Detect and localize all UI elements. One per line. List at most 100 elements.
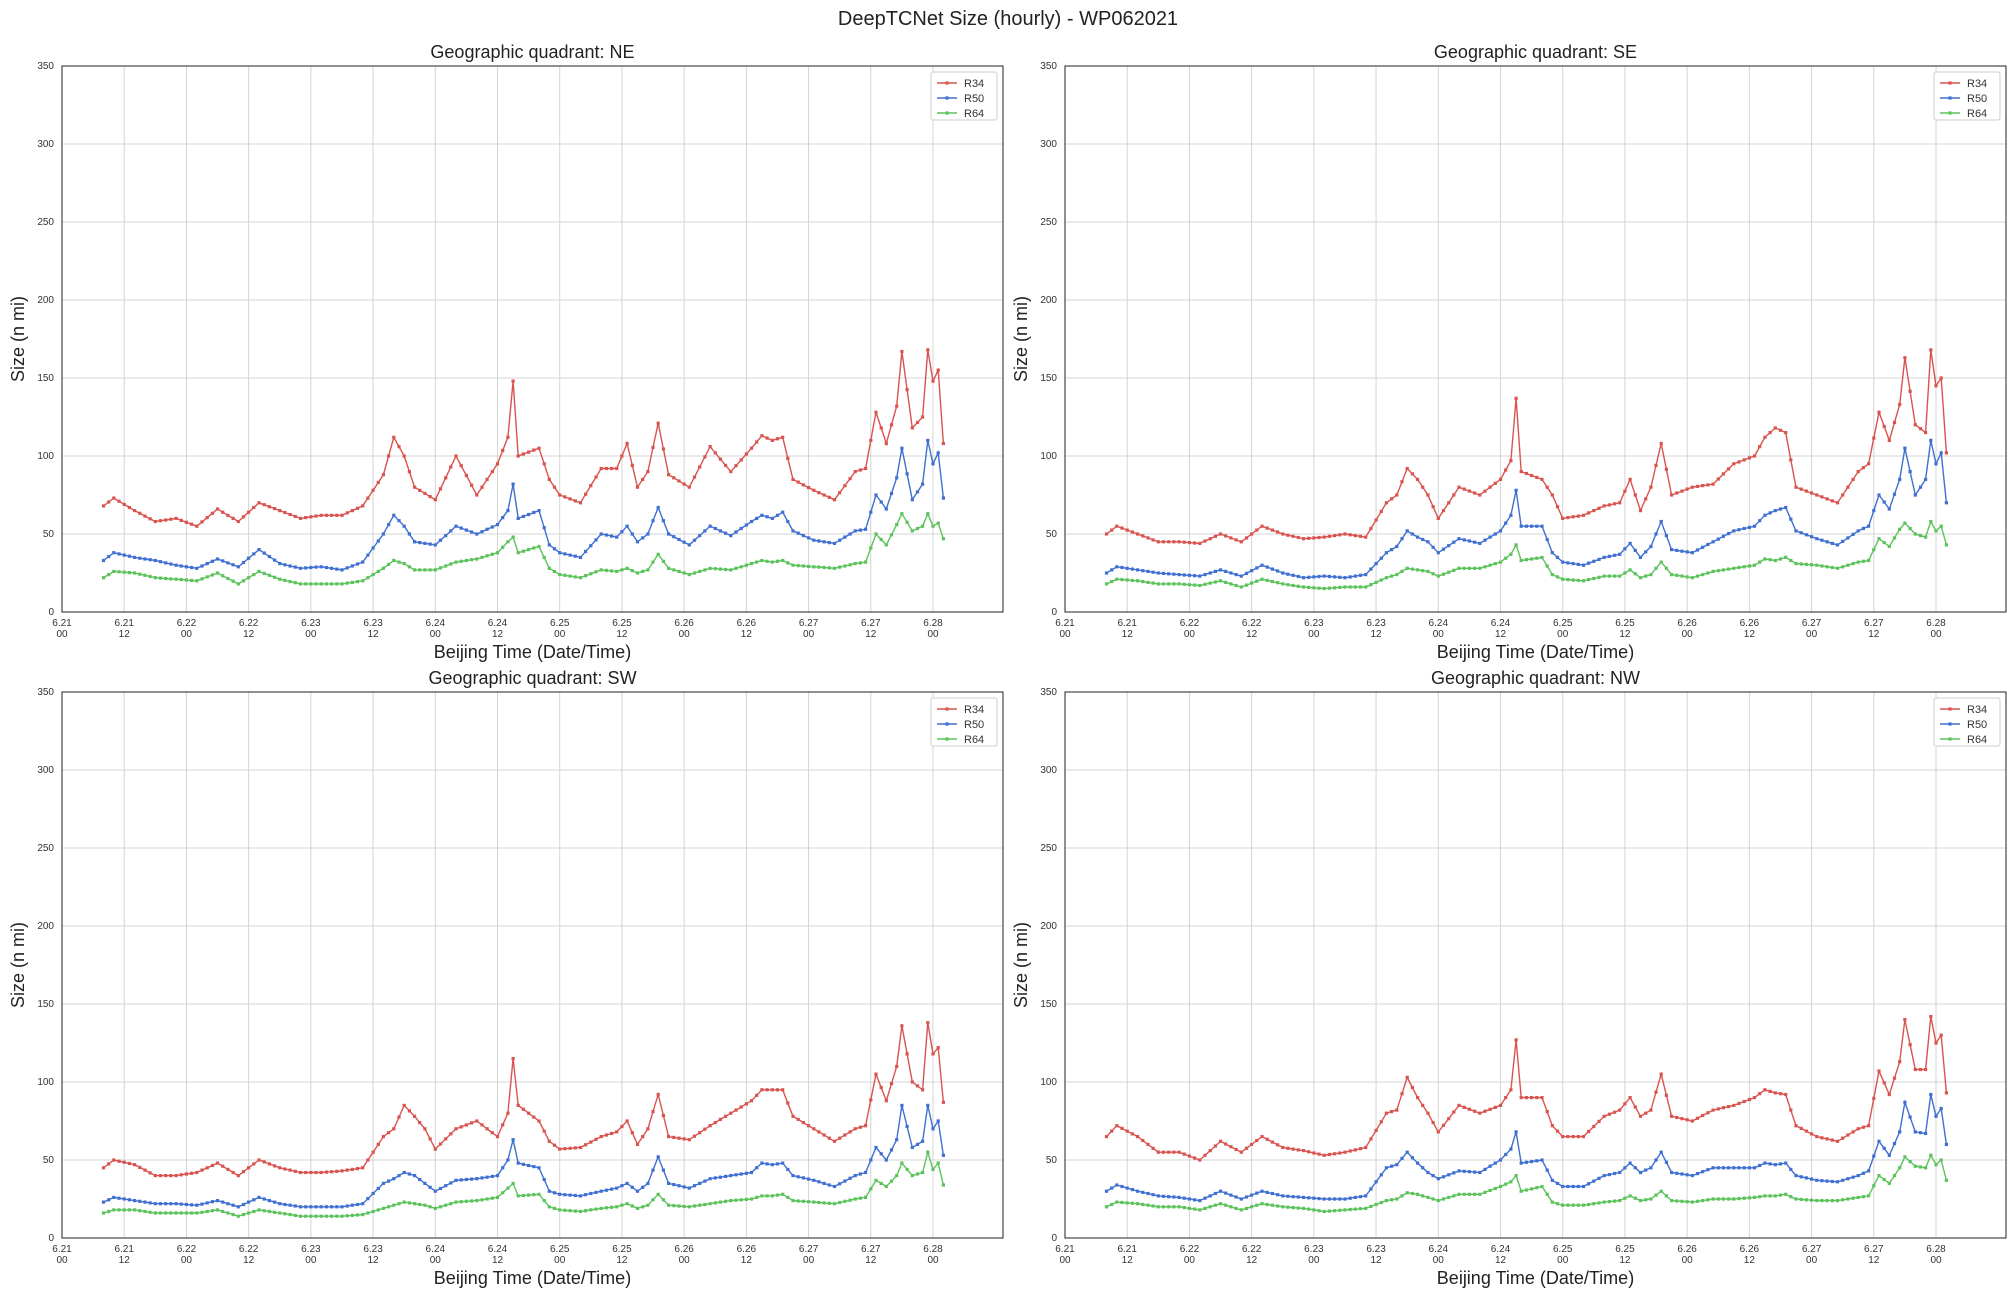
data-point — [1260, 563, 1264, 567]
data-point — [521, 549, 525, 553]
data-point — [1120, 578, 1124, 582]
data-point — [392, 435, 396, 439]
data-point — [1395, 573, 1399, 577]
data-point — [547, 477, 551, 481]
data-point — [1198, 1199, 1202, 1203]
data-point — [542, 526, 546, 530]
series-r34 — [101, 348, 945, 528]
data-point — [801, 483, 805, 487]
data-point — [122, 570, 126, 574]
data-point — [1410, 567, 1414, 571]
data-point — [1327, 1197, 1331, 1201]
panel-sw: Geographic quadrant: SW05010015020025030… — [8, 668, 1004, 1288]
data-point — [402, 1103, 406, 1107]
data-point — [143, 557, 147, 561]
data-point — [1286, 1194, 1290, 1198]
data-point — [392, 1127, 396, 1131]
data-point — [1301, 537, 1306, 541]
data-point — [127, 1208, 131, 1212]
data-point — [371, 1191, 375, 1196]
data-point — [1120, 565, 1124, 570]
data-point — [931, 379, 935, 383]
data-point — [273, 575, 277, 579]
legend-label: R64 — [964, 734, 984, 746]
data-point — [1799, 562, 1803, 566]
data-point — [936, 451, 940, 455]
data-point — [1270, 1203, 1274, 1207]
data-point — [765, 559, 769, 563]
data-point — [1747, 525, 1751, 529]
data-point — [1390, 497, 1394, 501]
data-point — [1597, 575, 1601, 579]
data-point — [1628, 1194, 1632, 1198]
data-point — [127, 1161, 131, 1166]
data-point — [1773, 1163, 1777, 1167]
legend-marker — [945, 96, 949, 100]
data-point — [1410, 532, 1414, 536]
data-point — [1462, 1105, 1466, 1109]
data-point — [1939, 1106, 1943, 1111]
data-point — [1436, 574, 1440, 578]
x-tick-label: 6.24 00 — [426, 618, 446, 640]
data-point — [1208, 581, 1212, 585]
data-point — [879, 1085, 883, 1090]
data-point — [692, 538, 697, 542]
data-point — [589, 1191, 593, 1196]
data-point — [521, 1107, 525, 1111]
data-point — [558, 1208, 562, 1212]
data-point — [858, 1125, 862, 1129]
data-point — [599, 1189, 603, 1193]
data-point — [1400, 480, 1404, 484]
data-point — [1561, 516, 1565, 520]
data-point — [926, 438, 930, 442]
data-point — [283, 1202, 287, 1207]
data-point — [1364, 535, 1368, 539]
data-point — [1711, 1108, 1715, 1112]
data-point — [1483, 1109, 1487, 1113]
data-point — [651, 1110, 655, 1114]
data-point — [692, 1204, 697, 1208]
data-point — [438, 1142, 443, 1146]
data-point — [527, 548, 531, 552]
data-point — [423, 1127, 427, 1131]
data-point — [1867, 1169, 1871, 1173]
series-r50 — [101, 438, 945, 572]
data-point — [1436, 516, 1440, 520]
data-point — [1835, 1139, 1840, 1143]
data-point — [1146, 580, 1150, 584]
data-point — [340, 1205, 344, 1209]
data-point — [1301, 1149, 1306, 1153]
data-point — [1804, 1198, 1808, 1202]
data-point — [915, 490, 920, 494]
data-point — [1447, 1173, 1451, 1177]
data-point — [195, 1170, 199, 1175]
data-point — [703, 1179, 707, 1183]
data-point — [1908, 1043, 1912, 1047]
data-point — [734, 530, 738, 534]
data-point — [1167, 1150, 1171, 1154]
data-point — [698, 1131, 702, 1135]
data-point — [1130, 1188, 1134, 1192]
data-point — [801, 1199, 805, 1203]
data-point — [931, 524, 935, 528]
data-point — [1695, 548, 1700, 552]
data-point — [1644, 1168, 1648, 1172]
data-point — [1675, 1171, 1679, 1175]
data-point — [413, 1114, 417, 1118]
data-point — [438, 538, 443, 542]
data-point — [1929, 1092, 1933, 1097]
data-point — [1276, 1204, 1280, 1208]
data-point — [174, 1211, 178, 1215]
data-point — [651, 519, 655, 523]
data-point — [1218, 568, 1223, 572]
data-point — [1452, 1194, 1456, 1198]
data-point — [1680, 1172, 1684, 1176]
gridlines — [61, 65, 1003, 613]
data-point — [1628, 1161, 1632, 1165]
data-point — [749, 1170, 754, 1175]
data-point — [532, 1115, 536, 1119]
data-point — [1561, 1203, 1565, 1207]
data-point — [413, 485, 417, 489]
data-point — [1804, 562, 1808, 566]
data-point — [1638, 1199, 1643, 1203]
